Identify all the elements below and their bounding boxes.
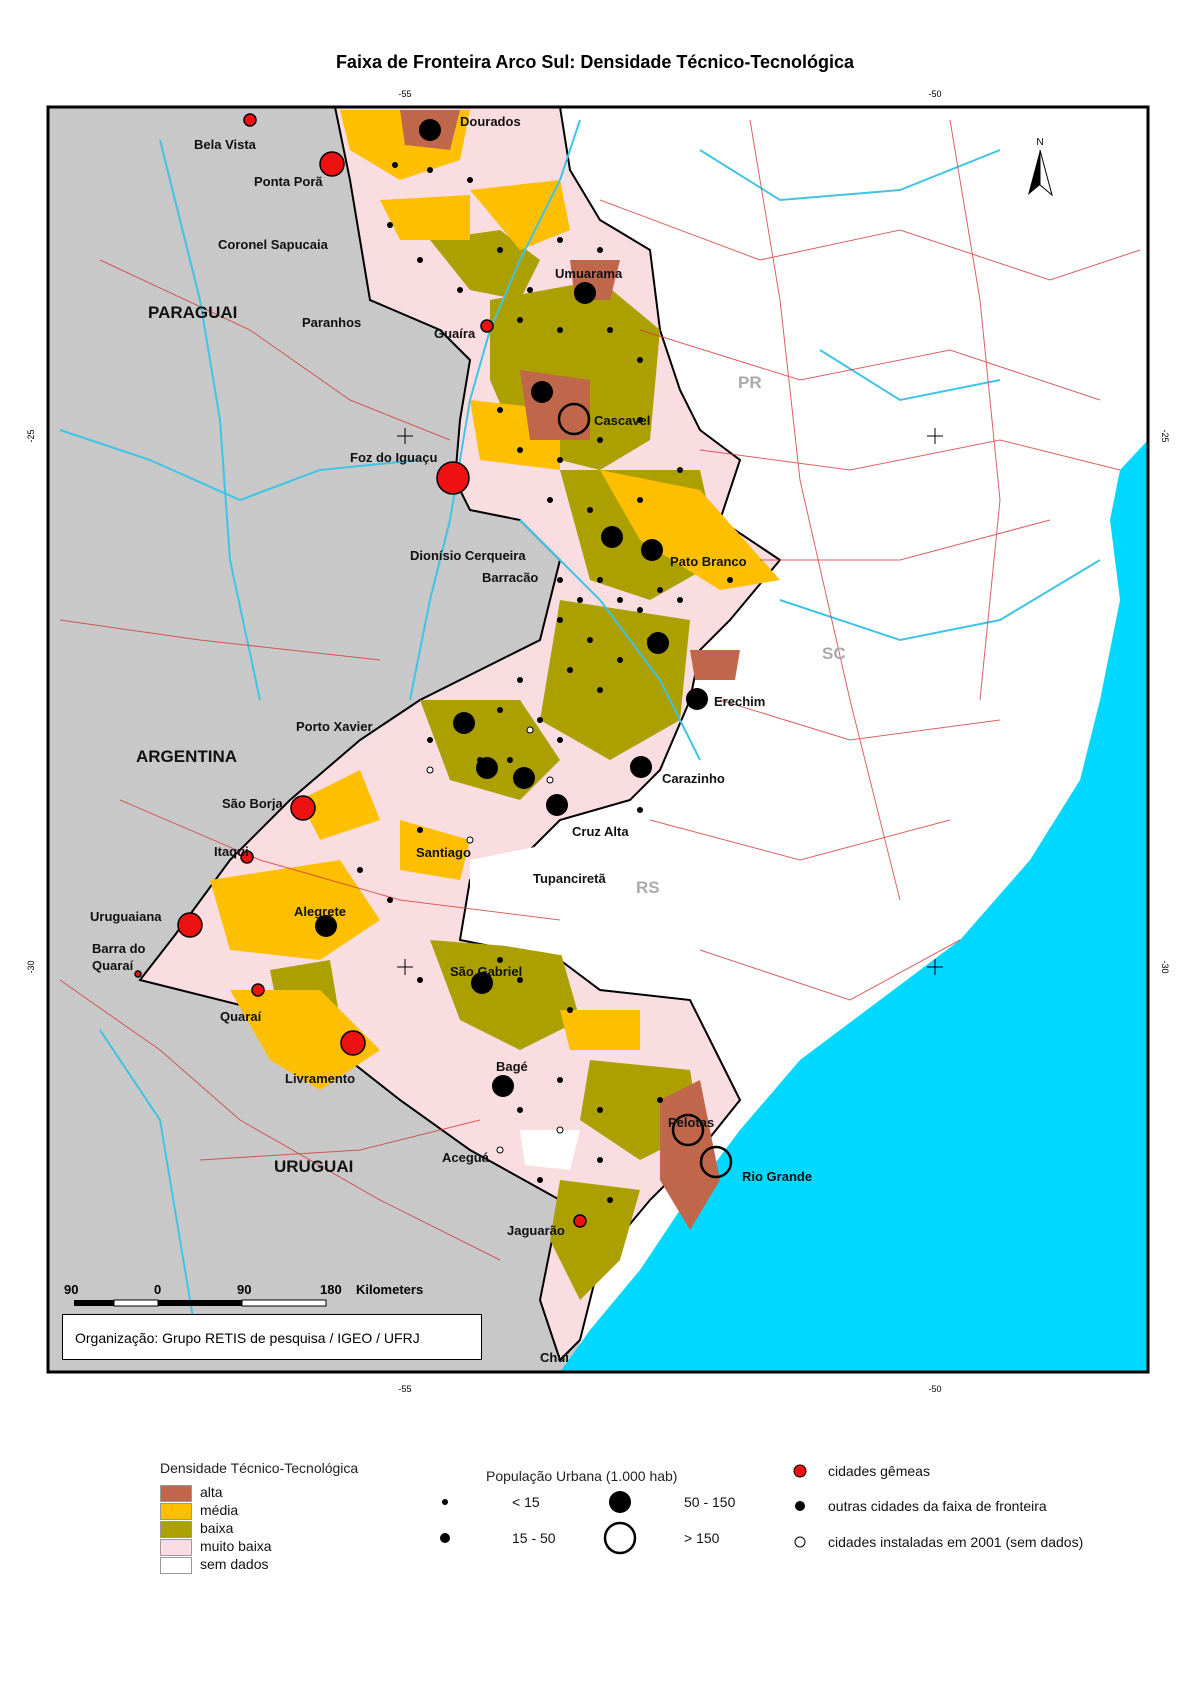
map-title: Faixa de Fronteira Arco Sul: Densidade T… xyxy=(335,52,855,72)
legend-pop-lt15: < 15 xyxy=(512,1494,540,1510)
grid-crosses xyxy=(397,428,943,975)
label-jaguarao: Jaguarão xyxy=(507,1223,565,1238)
scale-tick-180: 180 xyxy=(320,1282,342,1297)
map-frame xyxy=(46,105,1150,1374)
label-itaqui: Itaqui xyxy=(214,844,249,859)
legend-label-sem-dados: sem dados xyxy=(200,1556,269,1572)
grid-label-lat-30-left: -30 xyxy=(26,960,36,973)
label-coronel-sapucaia: Coronel Sapucaia xyxy=(218,237,329,252)
grid-label-lon-55-top: -55 xyxy=(398,89,411,99)
atlantic-ocean xyxy=(560,440,1148,1372)
label-paraguai: PARAGUAI xyxy=(148,303,237,322)
label-sao-borja: São Borja xyxy=(222,796,283,811)
label-porto-xavier: Porto Xavier xyxy=(296,719,373,734)
label-guaira: Guaíra xyxy=(434,326,476,341)
label-tupancireta: Tupanciretã xyxy=(533,871,606,886)
legend-swatch-muito-baixa xyxy=(160,1539,192,1556)
legend-label-muito-baixa: muito baixa xyxy=(200,1538,272,1554)
label-rio-grande: Rio Grande xyxy=(742,1169,812,1184)
label-dionisio-cerqueira: Dionísio Cerqueira xyxy=(410,548,526,563)
label-paranhos: Paranhos xyxy=(302,315,361,330)
label-foz-do-iguacu: Foz do Iguaçu xyxy=(350,450,437,465)
legend-density-title: Densidade Técnico-Tecnológica xyxy=(160,1460,359,1476)
label-bage: Bagé xyxy=(496,1059,528,1074)
label-sao-gabriel: São Gabriel xyxy=(450,964,522,979)
credit-box: Organização: Grupo RETIS de pesquisa / I… xyxy=(62,1314,482,1360)
legend-pop-symbols xyxy=(440,1491,637,1555)
label-livramento: Livramento xyxy=(285,1071,355,1086)
legend-label-media: média xyxy=(200,1502,239,1518)
legend-label-baixa: baixa xyxy=(200,1520,234,1536)
grid-label-lat-25-left: -25 xyxy=(26,429,36,442)
label-rs: RS xyxy=(636,878,660,897)
big-city-circles xyxy=(557,402,733,1179)
grid-label-lat-25-right: -25 xyxy=(1160,429,1170,442)
legend-swatch-baixa xyxy=(160,1521,192,1538)
label-erechim: Erechim xyxy=(714,694,765,709)
label-alegrete: Alegrete xyxy=(294,904,346,919)
legend-swatch-alta xyxy=(160,1485,192,1502)
grid-label-lon-55-bottom: -55 xyxy=(398,1384,411,1394)
neighbor-countries xyxy=(48,107,580,1372)
twin-city-dots xyxy=(134,113,587,1228)
label-sc: SC xyxy=(822,644,846,663)
label-pato-branco: Pato Branco xyxy=(670,554,747,569)
legend-pop-gt150: > 150 xyxy=(684,1530,720,1546)
label-dourados: Dourados xyxy=(460,114,521,129)
legend-pop-50-150: 50 - 150 xyxy=(684,1494,736,1510)
legend-pop-title: População Urbana (1.000 hab) xyxy=(486,1468,678,1484)
legend-point-symbols xyxy=(793,1464,807,1548)
label-uruguai: URUGUAI xyxy=(274,1157,353,1176)
legend-pop-15-50: 15 - 50 xyxy=(512,1530,556,1546)
label-umuarama: Umuarama xyxy=(555,266,623,281)
legend-twin-cities: cidades gêmeas xyxy=(828,1463,930,1479)
label-chui: Chuí xyxy=(540,1350,569,1365)
legend-swatch-sem-dados xyxy=(160,1557,192,1574)
large-city-dots xyxy=(315,119,708,1097)
grid-label-lon-50-bottom: -50 xyxy=(928,1384,941,1394)
density-sem-dados xyxy=(470,830,640,1170)
scale-tick-0: 0 xyxy=(154,1282,161,1297)
label-barra-do-quarai-1: Barra do xyxy=(92,941,146,956)
north-arrow-icon: N xyxy=(1028,137,1053,197)
legend-new-cities: cidades instaladas em 2001 (sem dados) xyxy=(828,1534,1084,1550)
legend-swatch-media xyxy=(160,1503,192,1520)
small-city-dots xyxy=(357,162,733,1203)
legend-label-alta: alta xyxy=(200,1484,223,1500)
roads xyxy=(59,119,1141,1261)
label-pelotas: Pelotas xyxy=(668,1115,714,1130)
scale-unit: Kilometers xyxy=(356,1282,423,1297)
label-quarai: Quaraí xyxy=(220,1009,262,1024)
label-argentina: ARGENTINA xyxy=(136,747,237,766)
grid-label-lon-50-top: -50 xyxy=(928,89,941,99)
label-ponta-pora: Ponta Porã xyxy=(254,174,323,189)
grid-label-lat-30-right: -30 xyxy=(1160,960,1170,973)
label-barra-do-quarai-2: Quaraí xyxy=(92,958,134,973)
label-santiago: Santiago xyxy=(416,845,471,860)
legend-other-cities: outras cidades da faixa de fronteira xyxy=(828,1498,1047,1514)
label-bela-vista: Bela Vista xyxy=(194,137,257,152)
label-uruguaiana: Uruguaiana xyxy=(90,909,162,924)
label-cruz-alta: Cruz Alta xyxy=(572,824,629,839)
label-barracao: Barracão xyxy=(482,570,538,585)
svg-text:N: N xyxy=(1036,137,1043,148)
label-carazinho: Carazinho xyxy=(662,771,725,786)
scale-tick-90: 90 xyxy=(237,1282,251,1297)
scale-tick-90-left: 90 xyxy=(64,1282,78,1297)
label-cascavel: Cascavel xyxy=(594,413,650,428)
scale-bar: 90 0 90 180 Kilometers xyxy=(64,1282,423,1307)
label-pr: PR xyxy=(738,373,762,392)
label-acegua: Aceguá xyxy=(442,1150,490,1165)
